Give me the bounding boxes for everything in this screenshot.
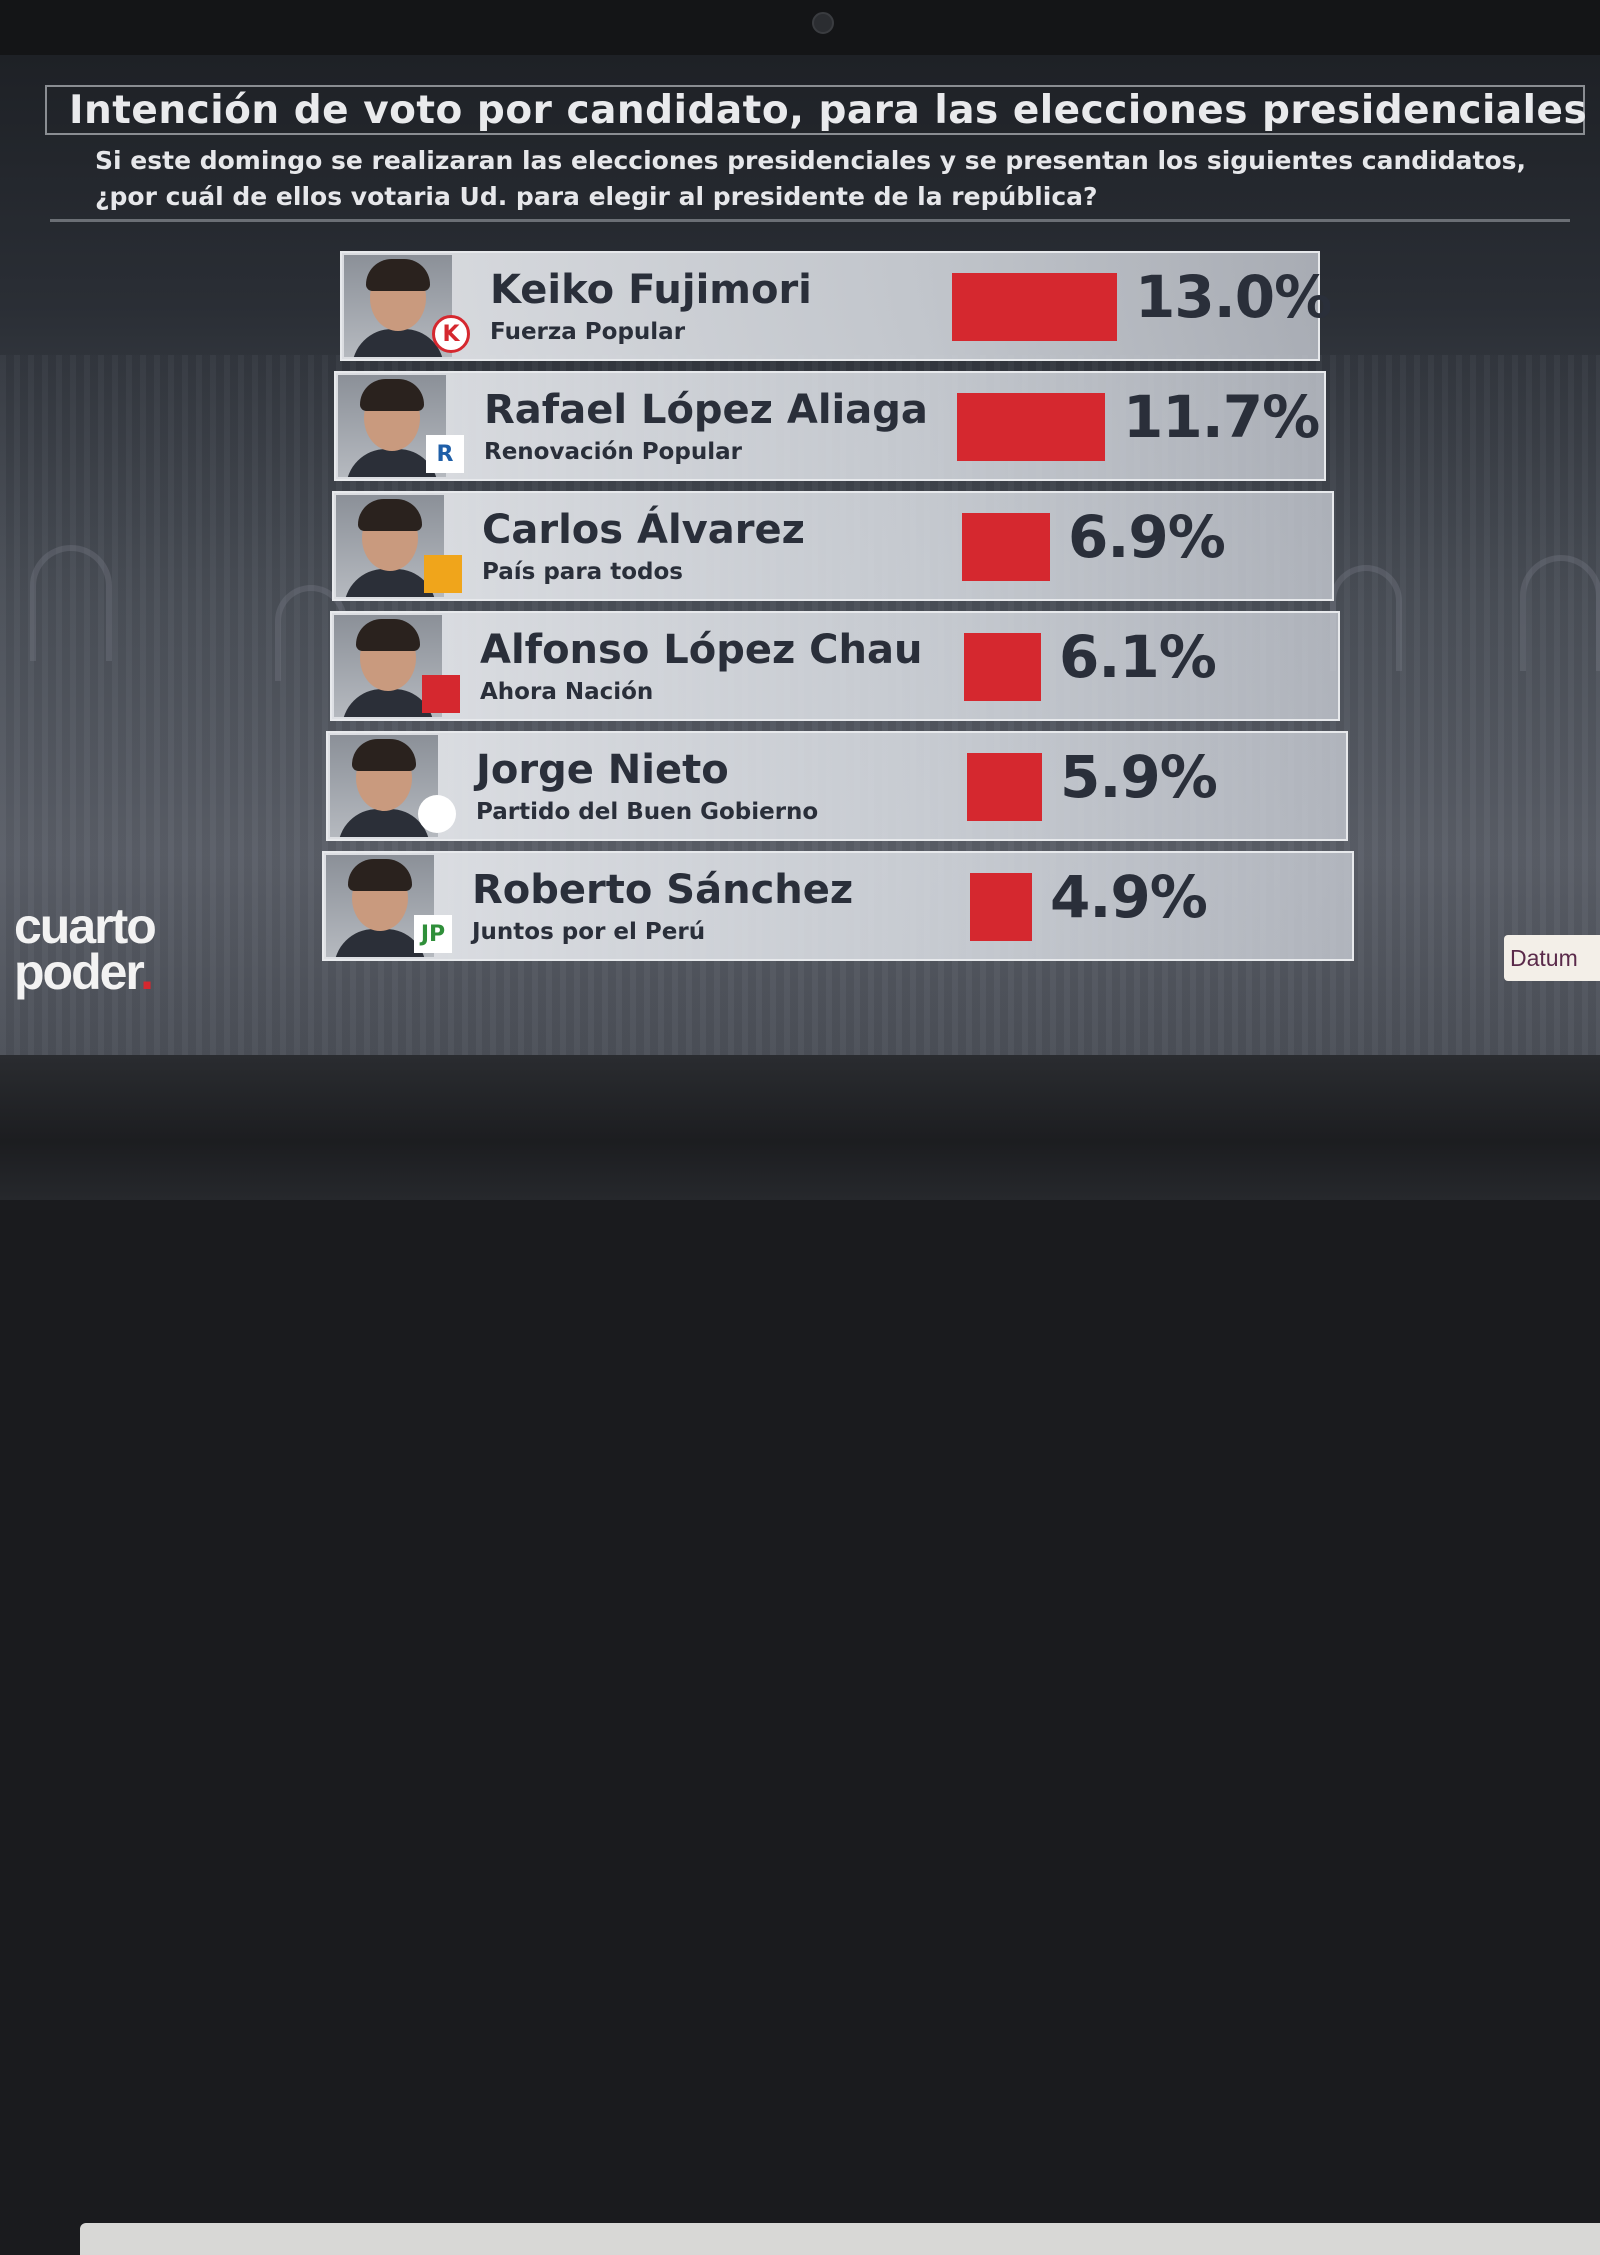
candidate-name: Roberto Sánchez: [472, 867, 854, 913]
photo-hair: [360, 379, 424, 411]
background-window: [1330, 565, 1402, 671]
photo-hair: [356, 619, 420, 651]
vote-bar: [952, 273, 1117, 341]
ahora-nacion-logo: [422, 675, 460, 713]
vote-percentage: 6.9%: [1068, 503, 1226, 571]
background-window: [1520, 555, 1600, 671]
vote-bar: [964, 633, 1041, 701]
vote-percentage: 6.1%: [1059, 623, 1217, 691]
brand-dot: .: [140, 944, 154, 1000]
candidate-row: JP Roberto Sánchez Juntos por el Perú 4.9%: [322, 851, 1354, 961]
candidate-photo: [334, 615, 442, 717]
vote-bar: [962, 513, 1050, 581]
candidate-name: Jorge Nieto: [476, 747, 729, 793]
vote-percentage: 13.0%: [1135, 263, 1332, 331]
party-logo-text: R: [436, 441, 454, 467]
candidate-row: Alfonso López Chau Ahora Nación 6.1%: [330, 611, 1340, 721]
photo-shoulders: [352, 329, 444, 357]
candidate-row: Carlos Álvarez País para todos 6.9%: [332, 491, 1334, 601]
vote-percentage: 11.7%: [1123, 383, 1320, 451]
sun-logo: [418, 795, 456, 833]
chart-subtitle: Si este domingo se realizaran las elecci…: [95, 143, 1575, 215]
vote-bar: [957, 393, 1105, 461]
candidate-name: Rafael López Aliaga: [484, 387, 928, 433]
photo-shoulders: [334, 929, 426, 957]
candidate-row: R Rafael López Aliaga Renovación Popular 11…: [334, 371, 1326, 481]
party-name: País para todos: [482, 559, 683, 585]
candidate-row: K Keiko Fujimori Fuerza Popular 13.0%: [340, 251, 1332, 361]
cuarto-poder-logo: cuarto poder.: [14, 898, 157, 997]
photo-hair: [348, 859, 412, 891]
party-logo-text: JP: [420, 921, 446, 947]
photo-shoulders: [346, 449, 438, 477]
subtitle-line-1: Si este domingo se realizaran las elecci…: [95, 146, 1526, 175]
pais-para-todos-logo: [424, 555, 462, 593]
candidate-name: Alfonso López Chau: [480, 627, 923, 673]
party-logo-text: K: [442, 321, 460, 347]
brand-line-2: poder: [14, 944, 142, 1000]
webcam-icon: [812, 12, 834, 34]
chart-title: Intención de voto por candidato, para la…: [45, 85, 1587, 135]
photo-shoulders: [338, 809, 430, 837]
vote-percentage: 4.9%: [1050, 863, 1208, 931]
k-party-logo: K: [432, 315, 470, 353]
candidate-photo: [326, 855, 434, 957]
monitor-bezel-bottom: [0, 1055, 1600, 2255]
photo-hair: [358, 499, 422, 531]
jp-party-logo: JP: [414, 915, 452, 953]
party-name: Ahora Nación: [480, 679, 654, 705]
datum-logo: Datum: [1504, 935, 1600, 981]
subtitle-line-2: ¿por cuál de ellos votaria Ud. para eleg…: [95, 182, 1098, 211]
photo-shoulders: [344, 569, 436, 597]
photo-hair: [352, 739, 416, 771]
photo-hair: [366, 259, 430, 291]
candidate-name: Carlos Álvarez: [482, 507, 805, 553]
photo-shoulders: [342, 689, 434, 717]
background-window: [30, 545, 112, 661]
r-party-logo: R: [426, 435, 464, 473]
brand-line-1: cuarto: [14, 898, 157, 954]
header-divider: [50, 219, 1570, 222]
keyboard-edge: [80, 2223, 1600, 2255]
candidate-name: Keiko Fujimori: [490, 267, 812, 313]
vote-percentage: 5.9%: [1060, 743, 1218, 811]
vote-bar: [967, 753, 1042, 821]
monitor-bezel-top: [0, 0, 1600, 55]
party-name: Fuerza Popular: [490, 319, 686, 345]
party-name: Juntos por el Perú: [472, 919, 706, 945]
tv-screen: Intención de voto por candidato, para la…: [0, 55, 1600, 1055]
party-name: Partido del Buen Gobierno: [476, 799, 819, 825]
pollster-name: Datum: [1510, 944, 1578, 971]
vote-bar: [970, 873, 1032, 941]
candidate-row: Jorge Nieto Partido del Buen Gobierno 5.9%: [326, 731, 1348, 841]
party-name: Renovación Popular: [484, 439, 742, 465]
